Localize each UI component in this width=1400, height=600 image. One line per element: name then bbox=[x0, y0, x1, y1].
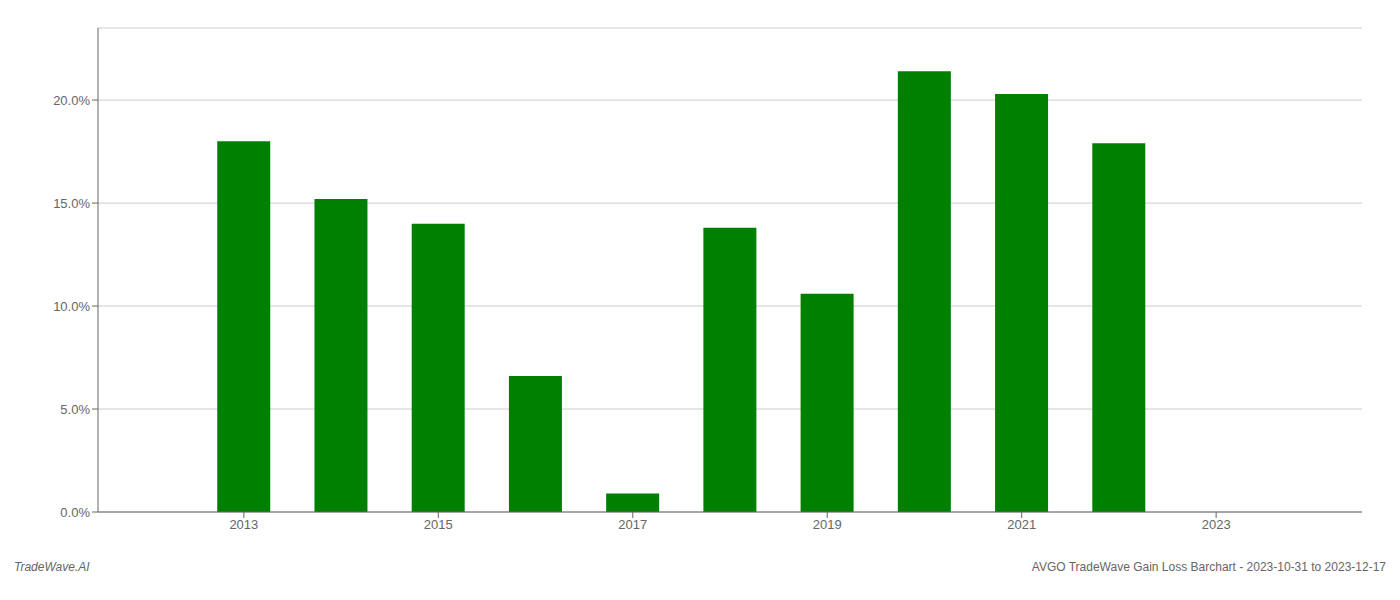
html-text:TradeWave.AI: TradeWave.AI bbox=[14, 560, 90, 574]
svg-text:15.0%: 15.0% bbox=[53, 196, 90, 211]
svg-text:5.0%: 5.0% bbox=[60, 402, 90, 417]
svg-text:2023: 2023 bbox=[1202, 517, 1231, 532]
svg-text:2015: 2015 bbox=[424, 517, 453, 532]
svg-text:20.0%: 20.0% bbox=[53, 93, 90, 108]
svg-text:2021: 2021 bbox=[1007, 517, 1036, 532]
svg-text:0.0%: 0.0% bbox=[60, 505, 90, 520]
svg-text:2017: 2017 bbox=[618, 517, 647, 532]
html-text:AVGO TradeWave Gain Loss Barch: AVGO TradeWave Gain Loss Barchart - 2023… bbox=[1031, 560, 1386, 574]
svg-text:2013: 2013 bbox=[229, 517, 258, 532]
svg-text:2019: 2019 bbox=[813, 517, 842, 532]
svg-text:10.0%: 10.0% bbox=[53, 299, 90, 314]
